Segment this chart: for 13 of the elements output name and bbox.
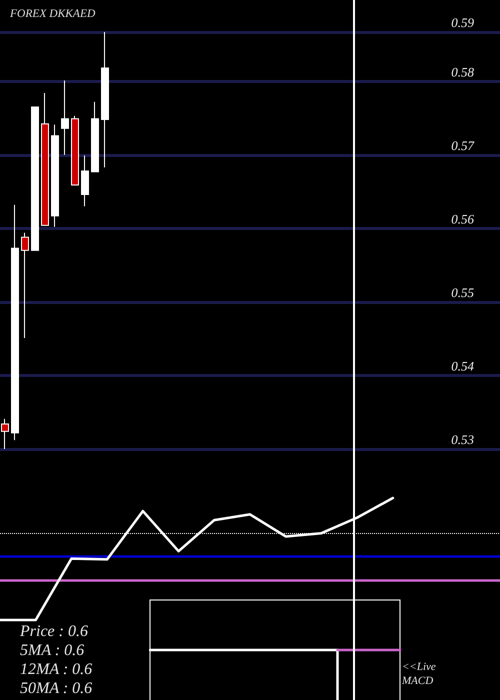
y-tick-label: 0.53: [451, 432, 474, 447]
text: 5MA : 0.6: [20, 642, 84, 659]
text: 50MA : 0.6: [20, 680, 92, 697]
chart-title: FOREX DKKAED: [9, 8, 96, 20]
text: Price : 0.6: [19, 623, 88, 640]
y-tick-label: 0.58: [451, 64, 474, 80]
y-tick-label: 0.57: [451, 138, 474, 153]
y-tick-label: 0.54: [451, 358, 474, 374]
y-tick-label: 0.55: [451, 284, 474, 300]
y-tick-label: 0.59: [451, 15, 474, 30]
y-tick-label: 0.56: [451, 211, 474, 226]
text: <<Live MACD: [401, 661, 439, 687]
text: 12MA : 0.6: [20, 661, 92, 678]
